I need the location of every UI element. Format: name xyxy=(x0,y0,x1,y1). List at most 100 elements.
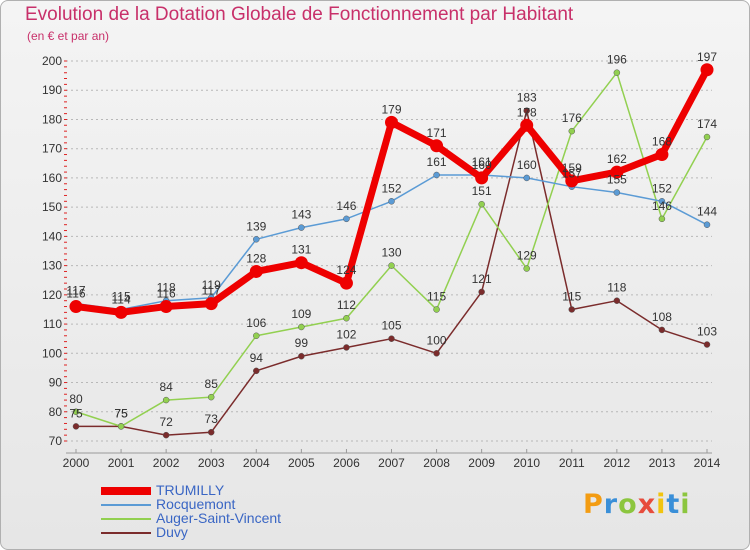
data-label: 129 xyxy=(517,249,537,263)
x-tick-label: 2001 xyxy=(108,456,135,470)
x-tick-label: 2002 xyxy=(153,456,180,470)
data-point xyxy=(253,332,260,340)
data-label: 144 xyxy=(697,205,717,219)
data-label: 161 xyxy=(427,155,447,169)
data-point xyxy=(343,215,350,223)
data-label: 130 xyxy=(381,246,401,260)
data-point xyxy=(433,171,440,179)
data-point xyxy=(114,305,128,319)
data-label: 117 xyxy=(202,284,221,298)
data-label: 176 xyxy=(562,111,582,125)
data-label: 146 xyxy=(336,199,356,213)
y-tick-label: 190 xyxy=(42,83,62,97)
data-label: 128 xyxy=(246,251,266,265)
data-point xyxy=(388,262,395,269)
x-tick-label: 2003 xyxy=(198,456,225,470)
x-tick-label: 2013 xyxy=(649,456,676,470)
data-point xyxy=(249,264,263,278)
data-point xyxy=(253,236,260,243)
data-point xyxy=(523,174,530,182)
data-point xyxy=(339,276,353,290)
data-point xyxy=(658,215,666,223)
data-point xyxy=(204,297,218,311)
data-point xyxy=(613,297,621,304)
data-point xyxy=(658,198,666,205)
y-tick-label: 140 xyxy=(42,229,62,243)
data-label: 94 xyxy=(250,351,264,365)
data-label: 162 xyxy=(607,152,627,166)
data-point xyxy=(475,171,489,185)
data-point xyxy=(430,139,444,153)
data-label: 116 xyxy=(66,287,85,301)
data-label: 115 xyxy=(112,289,131,303)
data-point xyxy=(523,107,530,114)
data-label: 131 xyxy=(291,243,311,257)
data-label: 108 xyxy=(652,310,672,324)
y-tick-label: 80 xyxy=(49,405,63,419)
x-tick-label: 2008 xyxy=(423,456,450,470)
x-tick-label: 2006 xyxy=(333,456,360,470)
data-label: 112 xyxy=(337,298,356,312)
data-label: 85 xyxy=(205,377,219,391)
legend-swatch xyxy=(101,504,151,506)
y-tick-label: 70 xyxy=(49,434,63,448)
data-point xyxy=(388,335,395,342)
data-label: 143 xyxy=(291,208,311,222)
data-label: 75 xyxy=(114,406,128,420)
data-point xyxy=(207,393,215,401)
data-point xyxy=(343,314,350,322)
data-label: 197 xyxy=(697,50,717,64)
y-tick-label: 100 xyxy=(42,346,62,360)
data-point xyxy=(72,423,80,430)
y-tick-label: 180 xyxy=(42,112,62,126)
data-label: 196 xyxy=(607,53,627,67)
y-tick-label: 200 xyxy=(42,54,62,68)
legend-label: Rocquemont xyxy=(156,496,236,512)
y-tick-label: 120 xyxy=(42,288,62,302)
data-label: 161 xyxy=(472,155,492,169)
data-point xyxy=(253,367,260,375)
data-point xyxy=(162,396,170,404)
y-tick-label: 110 xyxy=(43,317,62,331)
line-chart: 7080901001101201301401501601701801902002… xyxy=(42,50,721,470)
data-point xyxy=(703,221,711,228)
data-label: 109 xyxy=(291,307,311,321)
data-label: 124 xyxy=(336,263,356,277)
data-label: 171 xyxy=(427,126,447,140)
data-point xyxy=(520,118,534,132)
data-label: 114 xyxy=(112,292,131,306)
legend-label: TRUMILLY xyxy=(156,482,225,498)
legend-swatch xyxy=(101,532,151,534)
data-label: 80 xyxy=(69,392,83,406)
y-tick-label: 160 xyxy=(42,171,62,185)
data-label: 84 xyxy=(159,380,173,394)
data-label: 160 xyxy=(472,158,492,172)
legend-swatch xyxy=(101,518,151,520)
data-label: 152 xyxy=(381,181,401,195)
data-point xyxy=(655,148,669,162)
data-point xyxy=(703,341,711,348)
data-point xyxy=(343,344,350,351)
data-point xyxy=(703,133,711,141)
data-label: 119 xyxy=(202,278,221,292)
chart-subtitle: (en € et par an) xyxy=(27,29,110,43)
data-point xyxy=(610,165,624,179)
data-label: 159 xyxy=(562,161,582,175)
data-point xyxy=(613,69,621,76)
data-point xyxy=(523,265,530,272)
x-tick-label: 2012 xyxy=(604,456,631,470)
x-tick-label: 2005 xyxy=(288,456,315,470)
data-point xyxy=(298,224,305,231)
data-label: 115 xyxy=(562,289,581,303)
proxiti-logo: Proxiti xyxy=(583,489,691,520)
data-point xyxy=(298,352,305,360)
x-tick-label: 2007 xyxy=(378,456,405,470)
data-point xyxy=(159,300,173,314)
y-tick-label: 170 xyxy=(42,142,62,156)
data-label: 174 xyxy=(697,117,717,131)
data-label: 73 xyxy=(205,412,219,426)
data-label: 179 xyxy=(381,102,401,116)
data-label: 160 xyxy=(517,158,537,172)
data-label: 72 xyxy=(159,415,173,429)
